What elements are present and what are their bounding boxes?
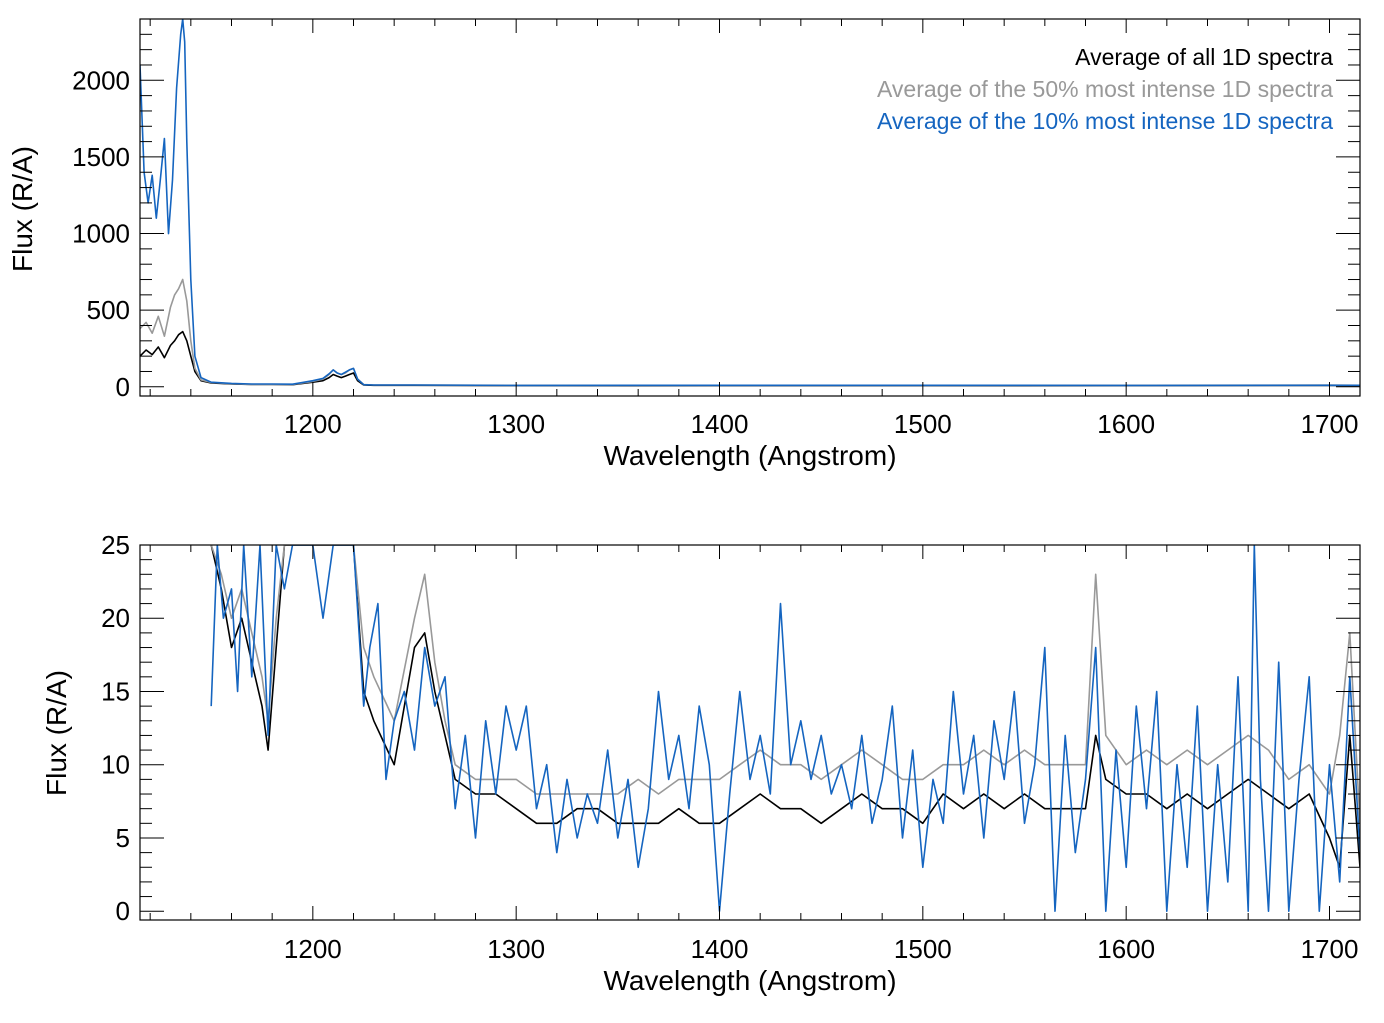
plot-frame [139, 18, 1361, 397]
y-tick-label: 500 [87, 295, 130, 325]
series-line-1 [210, 545, 1360, 869]
series-line-3 [210, 545, 1360, 913]
y-tick-label: 15 [101, 676, 130, 706]
x-tick-label: 1700 [1301, 934, 1359, 964]
y-tick-label: 1000 [72, 219, 130, 249]
legend: Average of all 1D spectra Average of the … [877, 44, 1333, 134]
legend-entry-1: Average of all 1D spectra [1075, 44, 1333, 70]
legend-entry-3: Average of the 10% most intense 1D spect… [877, 108, 1333, 134]
x-axis-label: Wavelength (Angstrom) [603, 965, 896, 996]
x-tick-label: 1500 [894, 409, 952, 439]
x-tick-label: 1300 [487, 934, 545, 964]
x-tick-label: 1200 [284, 409, 342, 439]
y-tick-label: 2000 [72, 65, 130, 95]
x-tick-label: 1600 [1097, 934, 1155, 964]
panel-top: 1200 1300 1400 1500 1600 1700 0 500 1000 1500 2000… [7, 18, 1361, 471]
y-axis-label: Flux (R/A) [7, 146, 38, 272]
series-line-2 [140, 278, 1360, 387]
x-tick-label: 1300 [487, 409, 545, 439]
x-tick-label: 1400 [691, 934, 749, 964]
y-tick-label: 0 [116, 896, 130, 926]
x-tick-label: 1600 [1097, 409, 1155, 439]
series-line-2 [210, 545, 1360, 824]
legend-entry-2: Average of the 50% most intense 1D spect… [877, 76, 1333, 102]
series-group [210, 545, 1360, 913]
x-tick-label: 1500 [894, 934, 952, 964]
y-tick-label: 25 [101, 530, 130, 560]
x-tick-label: 1700 [1301, 409, 1359, 439]
y-tick-label: 0 [116, 372, 130, 402]
y-tick-label: 5 [116, 823, 130, 853]
y-tick-label: 1500 [72, 142, 130, 172]
y-tick-label: 20 [101, 603, 130, 633]
y-tick-label: 10 [101, 750, 130, 780]
x-tick-label: 1200 [284, 934, 342, 964]
y-axis-label: Flux (R/A) [41, 670, 72, 796]
x-axis-label: Wavelength (Angstrom) [603, 440, 896, 471]
plot-frame [139, 544, 1361, 921]
series-group [140, 19, 1360, 387]
series-line-3 [140, 19, 1360, 387]
panel-bottom: 1200 1300 1400 1500 1600 1700 0 5 10 15 20 25 Wavele… [41, 530, 1361, 996]
x-tick-label: 1400 [691, 409, 749, 439]
